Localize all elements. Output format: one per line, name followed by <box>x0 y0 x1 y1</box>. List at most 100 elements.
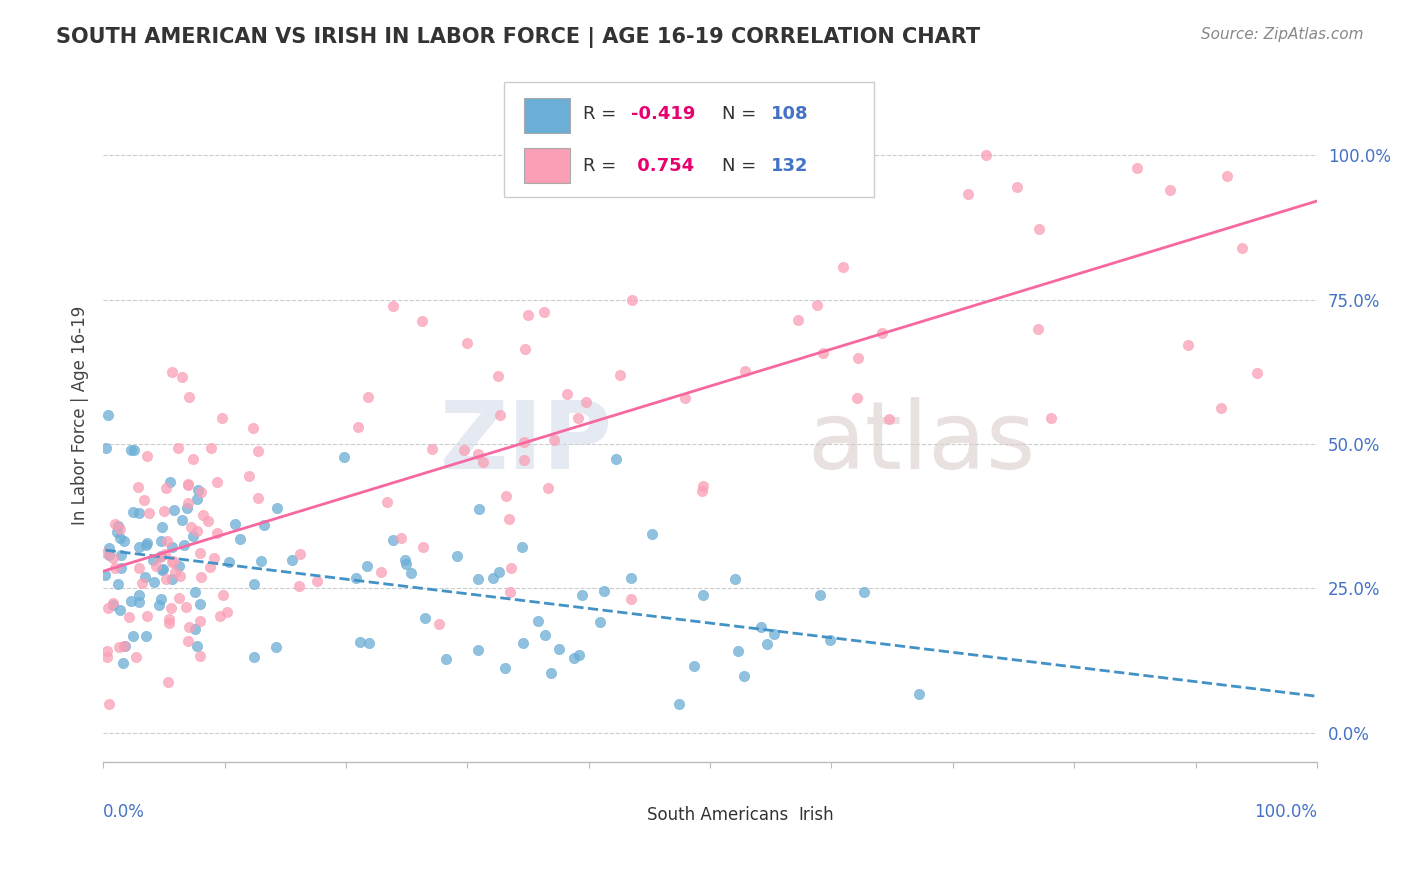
Point <box>205 475 228 489</box>
Point <box>177 620 200 634</box>
Point <box>128 506 150 520</box>
Point <box>212 588 235 602</box>
Point <box>641 527 664 541</box>
Point <box>513 342 536 356</box>
Point <box>110 548 132 562</box>
Point <box>135 629 157 643</box>
Point <box>135 538 157 552</box>
Point <box>200 441 222 455</box>
Point <box>1159 183 1181 197</box>
Point <box>787 313 810 327</box>
Text: South Americans: South Americans <box>647 806 789 824</box>
Point <box>173 538 195 552</box>
Point <box>104 560 127 574</box>
Point <box>148 599 170 613</box>
Point <box>118 609 141 624</box>
Point <box>486 368 509 383</box>
Point <box>150 563 173 577</box>
Point <box>1246 366 1268 380</box>
Point <box>131 575 153 590</box>
Point <box>548 642 571 657</box>
Text: 108: 108 <box>770 104 808 122</box>
Point <box>605 451 627 466</box>
Point <box>112 639 135 653</box>
FancyBboxPatch shape <box>613 806 643 824</box>
Point <box>156 675 179 690</box>
Point <box>974 148 997 162</box>
Point <box>202 551 225 566</box>
Point <box>98 697 121 711</box>
Point <box>495 661 517 675</box>
Point <box>243 577 266 591</box>
Point <box>134 493 156 508</box>
Point <box>290 547 312 561</box>
Point <box>540 666 562 681</box>
Point <box>186 492 208 507</box>
Point <box>208 609 231 624</box>
Point <box>512 453 534 467</box>
Point <box>620 293 643 308</box>
Point <box>121 443 143 458</box>
Point <box>101 596 124 610</box>
Point <box>97 541 120 555</box>
Point <box>181 529 204 543</box>
Point <box>128 561 150 575</box>
Text: ZIP: ZIP <box>440 397 613 489</box>
Text: N =: N = <box>723 104 762 122</box>
Point <box>170 512 193 526</box>
Text: Source: ZipAtlas.com: Source: ZipAtlas.com <box>1201 27 1364 42</box>
Point <box>349 635 371 649</box>
Point <box>143 575 166 590</box>
Point <box>281 553 304 567</box>
Point <box>138 507 160 521</box>
Point <box>446 549 468 564</box>
Point <box>96 644 118 658</box>
Point <box>908 687 931 701</box>
Point <box>733 669 755 683</box>
Point <box>103 551 125 566</box>
Point <box>495 489 517 503</box>
Point <box>427 617 450 632</box>
Point <box>808 588 831 602</box>
Point <box>135 449 157 463</box>
Text: SOUTH AMERICAN VS IRISH IN LABOR FORCE | AGE 16-19 CORRELATION CHART: SOUTH AMERICAN VS IRISH IN LABOR FORCE |… <box>56 27 980 48</box>
Point <box>382 533 405 548</box>
Point <box>160 572 183 586</box>
Point <box>170 370 193 384</box>
Point <box>224 516 246 531</box>
Point <box>120 594 142 608</box>
Point <box>1125 161 1147 175</box>
Point <box>188 546 211 560</box>
Point <box>543 433 565 447</box>
Point <box>197 514 219 528</box>
Point <box>683 659 706 673</box>
Point <box>169 558 191 573</box>
Point <box>762 626 785 640</box>
Point <box>411 313 433 327</box>
Point <box>114 639 136 653</box>
Point <box>870 326 893 340</box>
Point <box>1005 179 1028 194</box>
Point <box>1230 241 1253 255</box>
Point <box>499 584 522 599</box>
Point <box>108 522 131 536</box>
Point <box>488 565 510 579</box>
Point <box>162 553 184 567</box>
Point <box>247 491 270 506</box>
Point <box>190 570 212 584</box>
Point <box>467 447 489 461</box>
Point <box>177 634 200 648</box>
Point <box>537 481 560 495</box>
Point <box>127 480 149 494</box>
Point <box>453 442 475 457</box>
Point <box>153 547 176 561</box>
Point <box>128 540 150 554</box>
Text: N =: N = <box>723 157 762 175</box>
Point <box>499 560 522 574</box>
Point <box>142 553 165 567</box>
Point <box>121 505 143 519</box>
Point <box>218 555 240 569</box>
Point <box>107 577 129 591</box>
Point <box>1216 169 1239 183</box>
Point <box>467 572 489 586</box>
